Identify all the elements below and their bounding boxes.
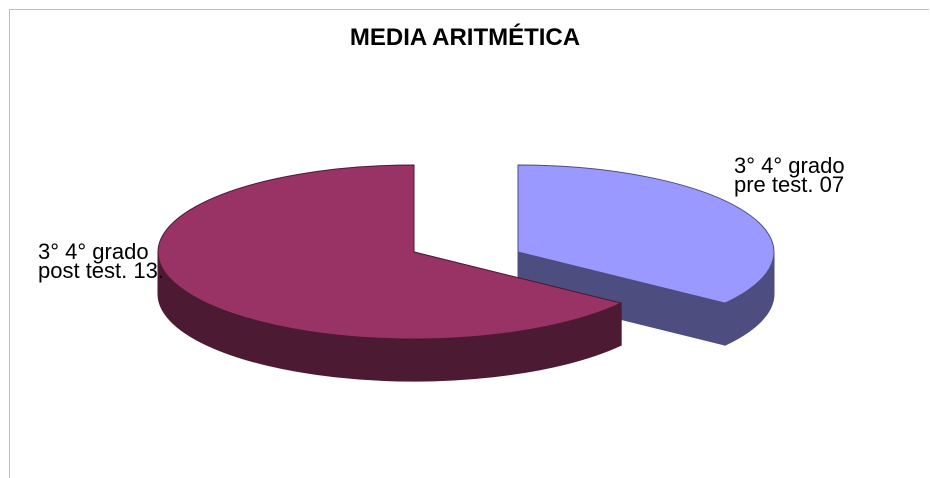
- slice-label-post-test-line1: 3° 4° grado: [38, 239, 149, 264]
- chart-title: MEDIA ARITMÉTICA: [349, 24, 581, 51]
- slice-label-pre-test-line2: pre test. 07: [734, 172, 845, 197]
- slice-label-pre-test-line1: 3° 4° grado: [734, 153, 845, 178]
- slice-label-post-test-line2: post test. 13.: [38, 258, 164, 283]
- pie-slice-post-test-top: [157, 164, 623, 340]
- slice-label-pre-test: 3° 4° grado pre test. 07: [734, 153, 845, 197]
- slice-label-post-test: 3° 4° grado post test. 13.: [38, 239, 164, 283]
- pie-slice-pre-test-top: [517, 164, 775, 304]
- chart-area: [9, 9, 929, 478]
